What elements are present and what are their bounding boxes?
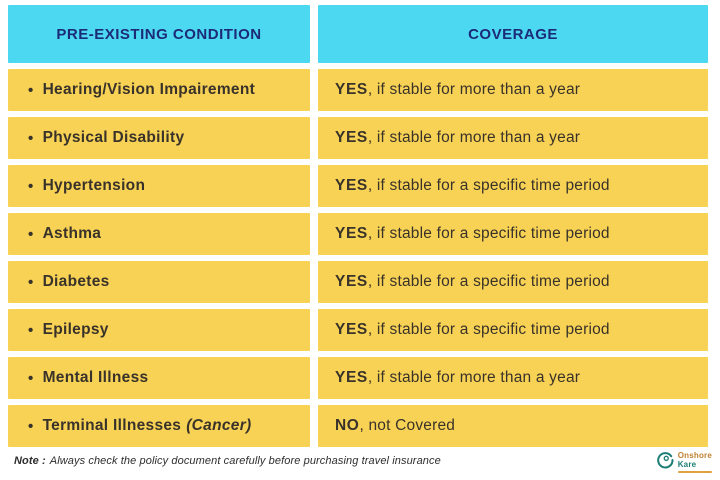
bullet-icon: •	[28, 369, 34, 387]
header-coverage-label: COVERAGE	[468, 25, 558, 43]
coverage-cell: NO, not Covered	[318, 405, 708, 447]
coverage-cell: YES, if stable for more than a year	[318, 69, 708, 111]
condition-label: Mental Illness	[42, 369, 149, 386]
coverage-verdict: YES	[335, 177, 368, 194]
bullet-icon: •	[28, 273, 34, 291]
condition-cell: • Mental Illness	[8, 357, 310, 399]
condition-label: Hypertension	[42, 177, 146, 194]
coverage-detail: , not Covered	[359, 417, 456, 434]
note-label: Note :	[14, 455, 46, 467]
coverage-detail: , if stable for more than a year	[367, 81, 581, 98]
condition-cell: • Asthma	[8, 213, 310, 255]
coverage-cell: YES, if stable for a specific time perio…	[318, 165, 708, 207]
coverage-detail: , if stable for a specific time period	[367, 225, 610, 242]
condition-label: Hearing/Vision Impairement	[42, 81, 256, 98]
condition-label: Asthma	[42, 225, 102, 242]
condition-cell: • Diabetes	[8, 261, 310, 303]
coverage-detail: , if stable for a specific time period	[367, 321, 610, 338]
coverage-verdict: NO	[335, 417, 360, 434]
coverage-verdict: YES	[335, 321, 368, 338]
coverage-verdict: YES	[335, 369, 368, 386]
coverage-verdict: YES	[335, 81, 368, 98]
bullet-icon: •	[28, 417, 34, 435]
coverage-verdict: YES	[335, 225, 368, 242]
onshore-kare-logo: Onshore Kare	[655, 450, 712, 475]
coverage-detail: , if stable for more than a year	[367, 369, 581, 386]
condition-label: Diabetes	[42, 273, 110, 290]
coverage-cell: YES, if stable for a specific time perio…	[318, 213, 708, 255]
logo-swirl-icon	[655, 450, 675, 475]
logo-text: Onshore Kare	[677, 451, 712, 473]
coverage-cell: YES, if stable for more than a year	[318, 357, 708, 399]
coverage-cell: YES, if stable for a specific time perio…	[318, 309, 708, 351]
coverage-verdict: YES	[335, 129, 368, 146]
bullet-icon: •	[28, 225, 34, 243]
condition-cell: • Physical Disability	[8, 117, 310, 159]
condition-label: Terminal Illnesses	[42, 417, 182, 434]
coverage-table: PRE-EXISTING CONDITION COVERAGE • Hearin…	[8, 5, 708, 447]
header-cell-condition: PRE-EXISTING CONDITION	[8, 5, 310, 63]
condition-label: Epilepsy	[42, 321, 109, 338]
logo-tagline-line	[677, 470, 712, 473]
condition-cell: • Hearing/Vision Impairement	[8, 69, 310, 111]
coverage-detail: , if stable for a specific time period	[367, 177, 610, 194]
coverage-detail: , if stable for more than a year	[367, 129, 581, 146]
coverage-cell: YES, if stable for a specific time perio…	[318, 261, 708, 303]
condition-cell: • Epilepsy	[8, 309, 310, 351]
coverage-cell: YES, if stable for more than a year	[318, 117, 708, 159]
condition-label: Physical Disability	[42, 129, 185, 146]
bullet-icon: •	[28, 177, 34, 195]
coverage-verdict: YES	[335, 273, 368, 290]
bullet-icon: •	[28, 321, 34, 339]
logo-line1: Onshore	[677, 451, 712, 461]
bullet-icon: •	[28, 81, 34, 99]
bullet-icon: •	[28, 129, 34, 147]
condition-cell: • Hypertension	[8, 165, 310, 207]
condition-note: (Cancer)	[186, 417, 252, 434]
footer-note: Note : Always check the policy document c…	[14, 455, 441, 467]
header-condition-label: PRE-EXISTING CONDITION	[56, 25, 262, 43]
note-text: Always check the policy document careful…	[49, 455, 441, 467]
header-cell-coverage: COVERAGE	[318, 5, 708, 63]
condition-cell: • Terminal Illnesses (Cancer)	[8, 405, 310, 447]
coverage-detail: , if stable for a specific time period	[367, 273, 610, 290]
logo-line2: Kare	[677, 460, 697, 469]
